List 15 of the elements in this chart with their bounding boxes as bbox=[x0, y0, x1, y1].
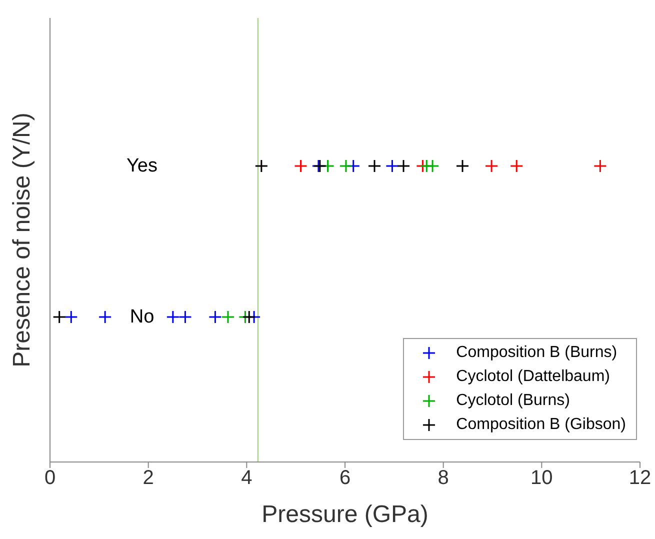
x-tick-label: 2 bbox=[142, 467, 154, 490]
x-tick-label: 8 bbox=[438, 467, 449, 490]
x-tick-label: 4 bbox=[241, 467, 252, 490]
x-tick-label: 0 bbox=[44, 467, 56, 490]
y-axis-title: Presence of noise (Y/N) bbox=[8, 112, 36, 368]
legend-label: Cyclotol (Burns) bbox=[456, 391, 570, 411]
x-tick-label: 12 bbox=[628, 467, 652, 490]
annotation: No bbox=[130, 306, 154, 328]
legend-label: Composition B (Burns) bbox=[456, 343, 618, 363]
x-tick-label: 10 bbox=[530, 467, 553, 490]
legend-label: Composition B (Gibson) bbox=[456, 415, 626, 435]
legend-label: Cyclotol (Dattelbaum) bbox=[456, 367, 610, 387]
x-tick-label: 6 bbox=[339, 467, 351, 490]
x-axis-title: Pressure (GPa) bbox=[262, 501, 428, 528]
annotation: Yes bbox=[126, 156, 158, 176]
